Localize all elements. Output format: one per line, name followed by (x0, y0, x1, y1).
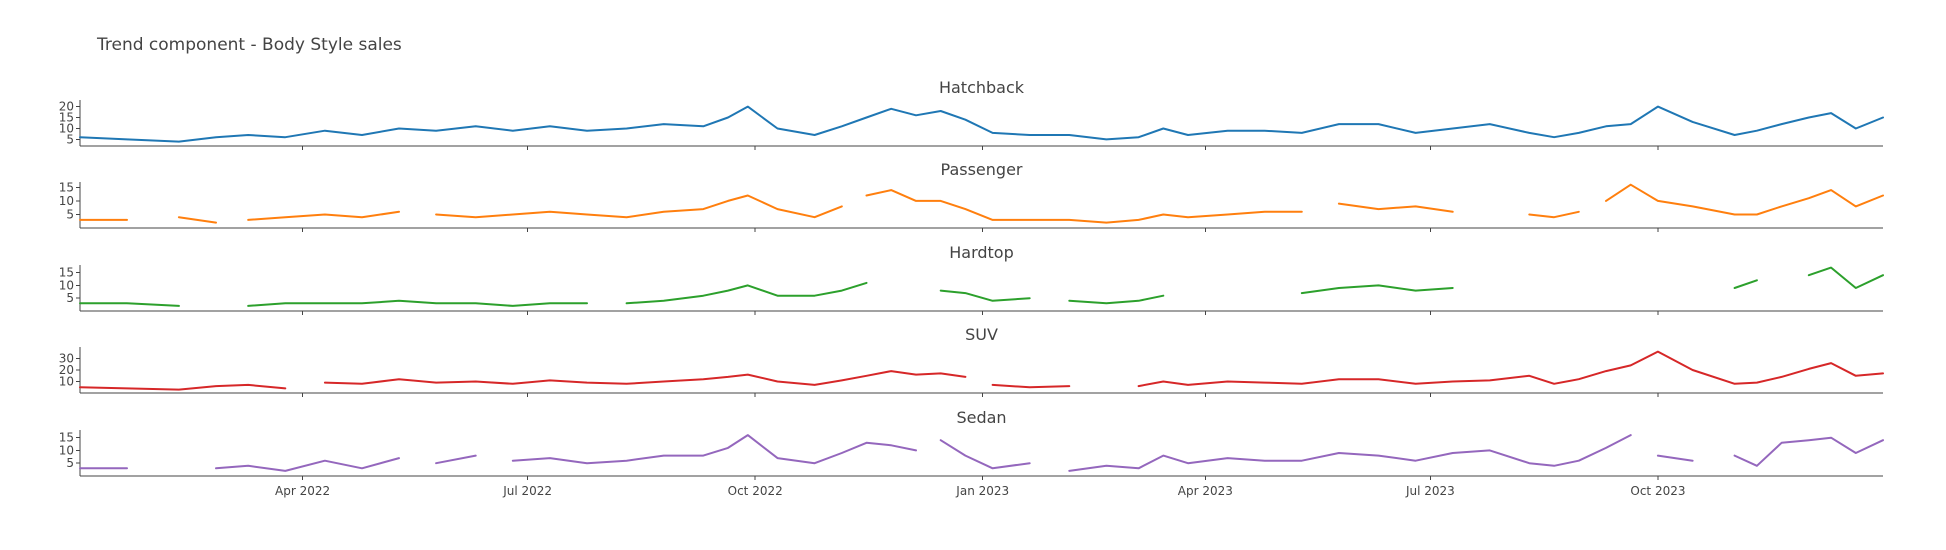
panel-title-suv: SUV (965, 325, 998, 344)
y-tick-label-sedan-10: 10 (59, 443, 74, 457)
x-tick-label-2022-04-01: Apr 2022 (275, 484, 330, 498)
y-tick-label-passenger-5: 5 (66, 207, 74, 221)
x-tick-label-2023-07-01: Jul 2023 (1405, 484, 1455, 498)
y-tick-label-sedan-15: 15 (59, 431, 74, 445)
x-tick-label-2023-01-01: Jan 2023 (955, 484, 1009, 498)
y-tick-label-hatchback-15: 15 (59, 111, 74, 125)
panel-title-hardtop: Hardtop (949, 243, 1014, 262)
x-axis: Apr 2022 Jul 2022 Oct 2022 Jan 2023 Apr 2023… (275, 484, 1685, 498)
x-tick-label-2022-07-01: Jul 2022 (502, 484, 552, 498)
panel-title-hatchback: Hatchback (939, 78, 1025, 97)
series-line-sedan (79, 434, 1884, 472)
y-tick-label-hatchback-20: 20 (59, 100, 74, 114)
x-tick-label-2023-04-01: Apr 2023 (1178, 484, 1233, 498)
y-tick-label-hardtop-5: 5 (66, 291, 74, 305)
y-tick-label-hardtop-10: 10 (59, 278, 74, 292)
series-line-suv (79, 350, 1884, 391)
series-line-hatchback (79, 105, 1884, 143)
y-tick-label-suv-20: 20 (59, 363, 74, 377)
figure-title: Trend component - Body Style sales (96, 35, 402, 55)
series-line-passenger (79, 183, 1884, 224)
y-tick-label-hatchback-5: 5 (66, 132, 74, 146)
x-tick-label-2023-10-01: Oct 2023 (1630, 484, 1685, 498)
y-tick-label-passenger-10: 10 (59, 194, 74, 208)
panel-title-sedan: Sedan (956, 408, 1006, 427)
y-tick-label-sedan-5: 5 (66, 456, 74, 470)
y-tick-label-suv-10: 10 (59, 375, 74, 389)
y-tick-label-hardtop-15: 15 (59, 266, 74, 280)
panel-title-passenger: Passenger (941, 160, 1023, 179)
y-tick-label-suv-30: 30 (59, 352, 74, 366)
series-line-hardtop (79, 266, 1884, 307)
y-tick-label-passenger-15: 15 (59, 180, 74, 194)
y-tick-label-hatchback-10: 10 (59, 121, 74, 135)
panels-group: Hatchback5101520Passenger51015Hardtop510… (59, 78, 1884, 480)
x-tick-label-2022-10-01: Oct 2022 (728, 484, 783, 498)
